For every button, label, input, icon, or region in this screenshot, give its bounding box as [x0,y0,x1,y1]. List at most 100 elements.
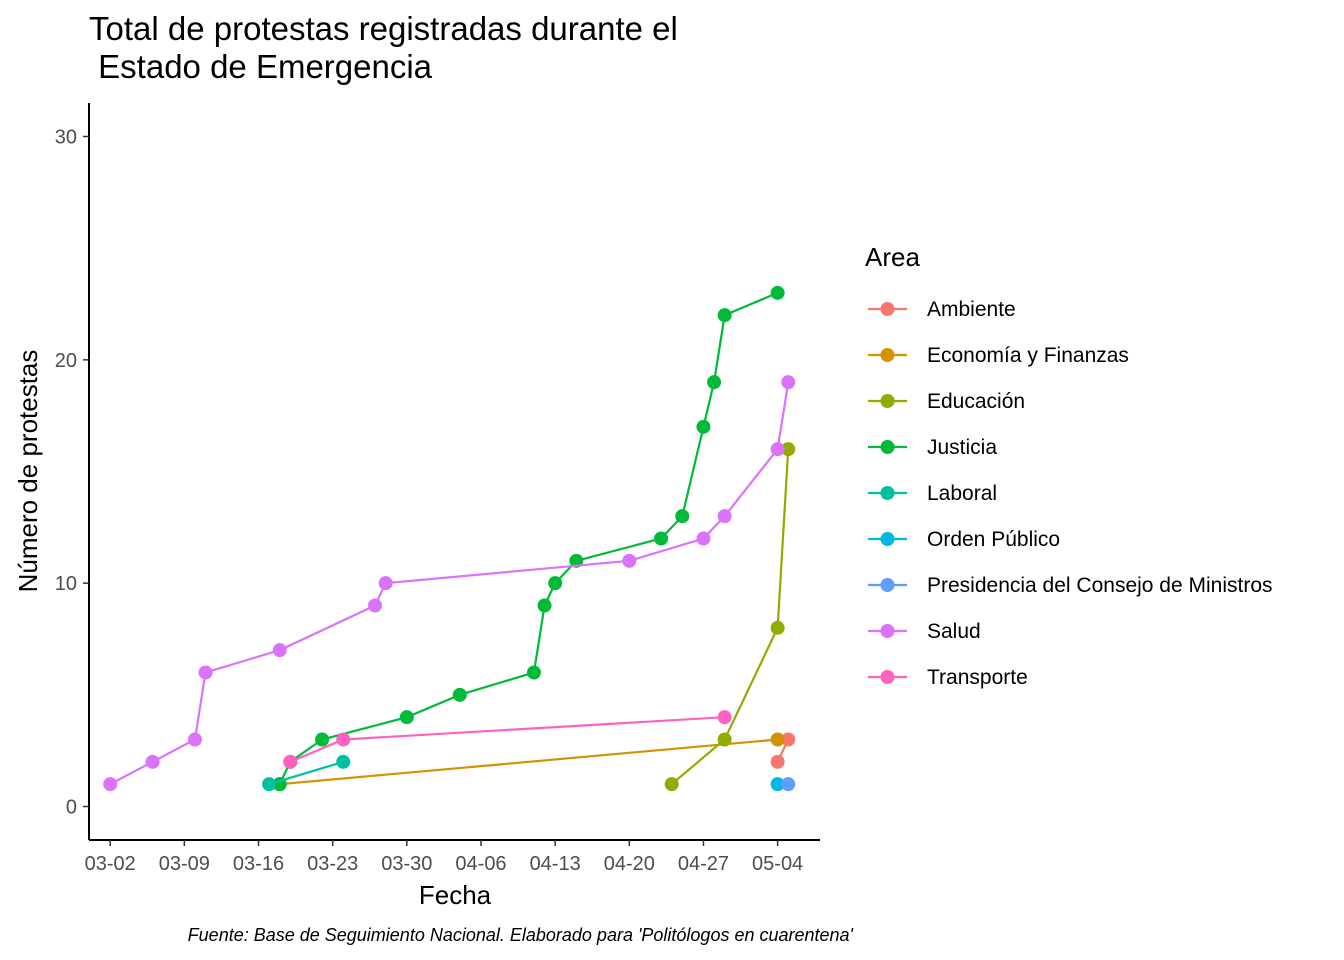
x-tick-label: 03-16 [233,853,284,875]
x-tick-label: 04-06 [455,853,506,875]
data-point [378,576,393,591]
legend-item: Justicia [868,436,997,459]
axes: 0 10 20 30 03-02 03-09 03-16 03-23 03-30 04-06 04-… [55,103,820,875]
series-salud [103,375,796,792]
data-point [399,710,414,725]
data-point [103,777,118,792]
x-tick-label: 03-02 [85,853,136,875]
legend-item: Ambiente [868,298,1016,321]
data-point [315,732,330,747]
legend-key-point [880,624,895,638]
data-point [717,710,732,725]
x-tick-label: 03-09 [159,853,210,875]
legend-label: Justicia [927,436,997,459]
legend-label: Laboral [927,482,997,505]
data-point [654,531,669,546]
series-line-educacion [670,449,790,786]
y-tick-label: 10 [55,573,77,595]
x-tick-label: 03-23 [307,853,358,875]
y-tick-label: 20 [55,350,77,372]
data-point [696,419,711,434]
legend-label: Orden Público [927,528,1060,551]
series-line-laboral [268,760,344,786]
data-point [336,732,351,747]
legend-item: Salud [868,620,981,643]
data-point [262,777,277,792]
chart-title-line-2: Estado de Emergencia [89,48,433,85]
y-tick-label: 0 [66,797,77,819]
data-point [198,665,213,680]
data-point [336,754,351,769]
data-point [548,576,563,591]
y-axis-title: Número de protestas [13,350,43,593]
series-educacion [664,442,796,792]
legend-key-point [880,670,895,684]
series-ambiente [770,732,796,769]
data-point [537,598,552,613]
legend-key-point [880,578,895,592]
legend-label: Ambiente [927,298,1016,321]
data-point [675,509,690,524]
series-presidencia-del-consejo-de-ministros [781,777,796,792]
legend-item: Educación [868,390,1025,413]
legend-item: Laboral [868,482,997,505]
data-point [781,375,796,390]
x-tick-label: 04-20 [604,853,655,875]
data-point [717,509,732,524]
x-tick-label: 04-27 [678,853,729,875]
legend-label: Salud [927,620,981,643]
data-point [452,687,467,702]
data-point [707,375,722,390]
data-point [145,754,160,769]
legend-key-point [880,440,895,454]
y-tick-label: 30 [55,127,77,149]
data-point [781,732,796,747]
series-justicia [272,285,785,792]
series-line-transporte [289,716,725,763]
data-point [272,643,287,658]
data-point [770,285,785,300]
data-point [622,553,637,568]
data-point [187,732,202,747]
legend-label: Educación [927,390,1025,413]
legend-key-point [880,394,895,408]
data-point [717,308,732,323]
chart-title-line-1: Total de protestas registradas durante e… [89,10,678,47]
legend-label: Presidencia del Consejo de Ministros [927,574,1273,597]
legend-key-point [880,302,895,316]
data-point [283,754,298,769]
legend-item: Orden Público [868,528,1060,551]
data-point [781,442,796,457]
legend: Area Ambiente Economía y Finanzas Educació… [865,242,1273,689]
legend-key-point [880,532,895,546]
plot-area [103,285,796,792]
series-laboral [262,754,351,792]
data-point [770,754,785,769]
series-orden-publico [770,777,785,792]
x-tick-label: 04-13 [530,853,581,875]
data-point [664,777,679,792]
data-point [770,777,785,792]
data-point [696,531,711,546]
data-point [368,598,383,613]
x-axis-title: Fecha [419,880,492,910]
legend-item: Transporte [868,666,1028,689]
series-line-salud [109,381,790,786]
data-point [781,777,796,792]
x-tick-label: 03-30 [381,853,432,875]
data-point [717,732,732,747]
legend-label: Economía y Finanzas [927,344,1129,367]
data-point [770,620,785,635]
data-point [770,732,785,747]
legend-label: Transporte [927,666,1028,689]
data-point [770,442,785,457]
data-point [526,665,541,680]
legend-key-point [880,348,895,362]
x-tick-label: 05-04 [752,853,803,875]
legend-title: Area [865,242,920,272]
series-transporte [283,710,732,769]
chart-caption: Fuente: Base de Seguimiento Nacional. El… [188,925,854,945]
legend-key-point [880,486,895,500]
legend-item: Presidencia del Consejo de Ministros [868,574,1273,597]
